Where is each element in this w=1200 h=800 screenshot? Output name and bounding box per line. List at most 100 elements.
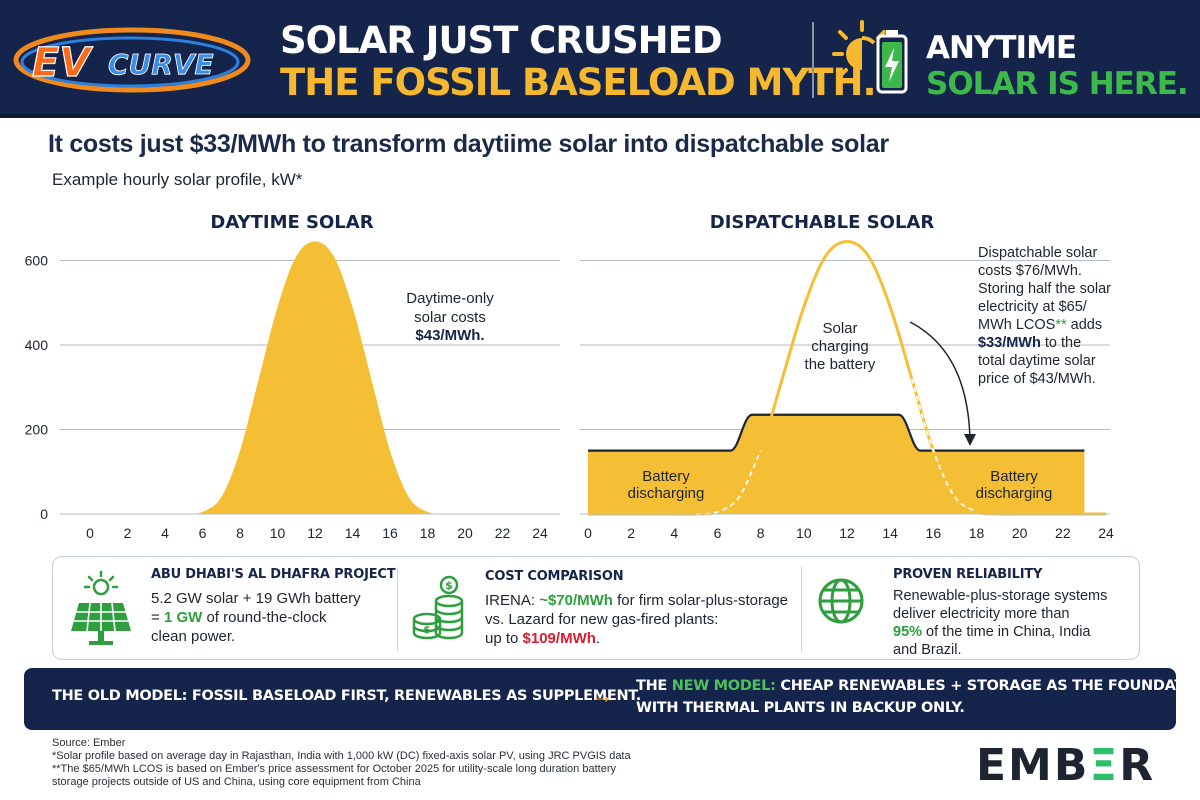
chart-2-note-line-8: price of $43/MWh. <box>978 371 1096 387</box>
chart-1-title: DAYTIME SOLAR <box>210 212 373 233</box>
charging-label-2: charging <box>811 338 869 355</box>
page-title: It costs just $33/MWh to transform dayti… <box>48 130 889 158</box>
info-2-irena: IRENA: <box>485 592 540 609</box>
chart-2-x-tick-label: 24 <box>1098 525 1114 541</box>
footer-note-3: storage projects outside of US and China… <box>52 776 421 788</box>
chart-2-title: DISPATCHABLE SOLAR <box>710 212 935 233</box>
chart-2-note-line-6: $33/MWh to the <box>978 335 1081 351</box>
info-1-line-3: clean power. <box>151 628 236 645</box>
chart-2-x-tick-label: 20 <box>1012 525 1028 541</box>
info-3-rest: of the time in China, India <box>922 624 1091 640</box>
chart-2-note-line-2: costs $76/MWh. <box>978 263 1082 279</box>
chart-1-x-tick-label: 16 <box>382 525 398 541</box>
chart-2-x-tick-label: 4 <box>670 525 678 541</box>
chart-1-x-tick-label: 4 <box>161 525 169 541</box>
battery-right-label-1: Battery <box>990 468 1038 485</box>
info-2-upto: up to <box>485 630 523 647</box>
ember-logo-a: EMB <box>976 740 1090 791</box>
chart-2-note-line-5: MWh LCOS** adds <box>978 317 1102 333</box>
charging-label-1: Solar <box>822 320 857 337</box>
anytime-line-1: ANYTIME <box>926 30 1077 66</box>
chart-2-dispatch-line <box>588 413 1085 452</box>
header-divider <box>812 22 814 98</box>
chart-1-x-tick-label: 6 <box>199 525 207 541</box>
battery-right-label-2: discharging <box>976 485 1053 502</box>
annotation-arrow-line <box>909 321 971 441</box>
chart-1-x-tick-label: 24 <box>532 525 548 541</box>
chart-2-x-tick-label: 14 <box>882 525 898 541</box>
chart-2-note-line-4: electricity at $65/ <box>978 299 1088 315</box>
new-prefix: THE <box>636 678 672 694</box>
chart-2-x-tick-label: 16 <box>926 525 942 541</box>
chart-2-x-tick-label: 6 <box>714 525 722 541</box>
info-divider-1 <box>397 567 398 651</box>
new-model-line-1: THE NEW MODEL: CHEAP RENEWABLES + STORAG… <box>636 678 1200 694</box>
footer-note-2: **The $65/MWh LCOS is based on Ember's p… <box>52 763 616 775</box>
chart-1-x-tick-label: 22 <box>495 525 511 541</box>
headline-line-1: SOLAR JUST CRUSHED <box>280 19 723 62</box>
note-lcos: MWh LCOS <box>978 317 1055 333</box>
footer-source: Source: Ember <box>52 737 126 749</box>
chart-1-x-tick-label: 8 <box>236 525 244 541</box>
ember-logo-r: R <box>1119 740 1156 791</box>
svg-text:$: $ <box>445 579 453 592</box>
new-rest: CHEAP RENEWABLES + STORAGE AS THE FOUNDA… <box>775 678 1200 694</box>
ev-curve-logo: EV CURVE <box>13 27 251 93</box>
chart-2-note-line-7: total daytime solar <box>978 353 1096 369</box>
anytime-tagline: ANYTIME SOLAR IS HERE. <box>926 30 1189 102</box>
note-stars: ** <box>1055 317 1067 333</box>
chart-1-y-tick-label: 600 <box>25 253 49 269</box>
svg-text:$: $ <box>424 625 431 636</box>
chart-1-x-tick-label: 2 <box>124 525 132 541</box>
chart-2-x-tick-label: 0 <box>584 525 592 541</box>
chart-2-x-tick-label: 22 <box>1055 525 1071 541</box>
info-3-line-1: Renewable-plus-storage systems <box>893 588 1108 604</box>
note-33: $33/MWh <box>978 335 1041 351</box>
info-2-dot: . <box>595 630 601 647</box>
chart-1-x-tick-label: 10 <box>270 525 286 541</box>
info-2-title: COST COMPARISON <box>485 569 624 584</box>
chart-2-note-line-3: Storing half the solar <box>978 281 1111 297</box>
info-1-title: ABU DHABI'S AL DHAFRA PROJECT <box>151 567 396 582</box>
chart-1-y-tick-label: 200 <box>25 422 49 438</box>
headline: SOLAR JUST CRUSHED THE FOSSIL BASELOAD M… <box>280 19 877 104</box>
ember-logo: EMBΞR <box>976 740 1155 791</box>
solar-charts: DAYTIME SOLAR DISPATCHABLE SOLAR 0200400… <box>25 212 1114 541</box>
chart-1-note-line-2: solar costs <box>414 309 486 326</box>
info-2-line-2: vs. Lazard for new gas-fired plants: <box>485 611 719 628</box>
info-1-eq: = <box>151 609 164 626</box>
model-banner: THE OLD MODEL: FOSSIL BASELOAD FIRST, RE… <box>24 668 1200 730</box>
solar-panel-icon <box>71 570 131 645</box>
chart-2-x-tick-label: 18 <box>969 525 985 541</box>
logo-ev-text: EV <box>32 40 93 86</box>
chart-1-note-line-3: $43/MWh. <box>415 327 484 344</box>
chart-1-x-tick-label: 14 <box>345 525 361 541</box>
chart-2-x-tick-label: 2 <box>627 525 635 541</box>
chart-2-annotation: Dispatchable solar costs $76/MWh. Storin… <box>978 245 1111 387</box>
page-subtitle: Example hourly solar profile, kW* <box>52 170 303 189</box>
chart-2-x-tick-label: 8 <box>757 525 765 541</box>
ember-logo-e: Ξ <box>1089 740 1120 791</box>
info-3-line-3: 95% of the time in China, India <box>893 623 1107 641</box>
arrow-right-icon: → <box>590 682 614 709</box>
battery-left-label-1: Battery <box>642 468 690 485</box>
info-3-text: Renewable-plus-storage systems deliver e… <box>893 587 1107 659</box>
info-2-firm: for firm solar-plus-storage <box>612 592 789 609</box>
coins-icon: $ $ <box>412 575 464 640</box>
note-to-the: to the <box>1041 335 1081 351</box>
chart-2-note-line-1: Dispatchable solar <box>978 245 1097 261</box>
info-1-text: 5.2 GW solar + 19 GWh battery = 1 GW of … <box>151 589 361 646</box>
info-2-70: ~$70/MWh <box>539 592 613 609</box>
chart-2-x-tick-label: 12 <box>839 525 855 541</box>
info-3-line-4: and Brazil. <box>893 642 962 658</box>
headline-line-2: THE FOSSIL BASELOAD MYTH. <box>280 61 877 104</box>
info-2-line-3: up to $109/MWh. <box>485 629 788 648</box>
logo-curve-text: CURVE <box>108 48 214 81</box>
info-divider-2 <box>801 567 802 651</box>
info-3-95: 95% <box>893 624 923 640</box>
chart-1-x-tick-label: 0 <box>86 525 94 541</box>
chart-2-dispatch-area <box>588 414 1085 514</box>
chart-2-solar-dash-right <box>910 378 978 513</box>
chart-1-y-tick-label: 400 <box>25 337 49 353</box>
